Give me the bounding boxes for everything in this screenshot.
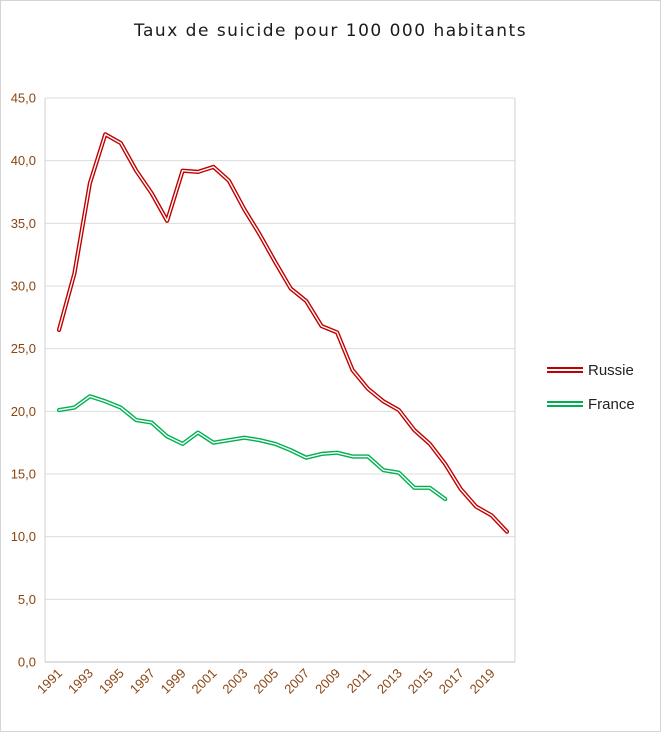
x-tick-label: 2007	[281, 666, 312, 697]
gridlines	[45, 97, 515, 663]
legend-item-france: France	[547, 387, 635, 421]
x-tick-label: 2017	[436, 666, 467, 697]
y-tick-label: 15,0	[11, 467, 36, 482]
y-tick-label: 45,0	[11, 91, 36, 106]
y-tick-label: 35,0	[11, 216, 36, 231]
y-tick-label: 40,0	[11, 153, 36, 168]
y-tick-label: 10,0	[11, 529, 36, 544]
legend-item-russie: Russie	[547, 353, 635, 387]
y-tick-label: 30,0	[11, 279, 36, 294]
x-tick-label: 1991	[34, 666, 65, 697]
series-line-inner-france	[58, 395, 446, 500]
y-tick-label: 5,0	[18, 592, 36, 607]
x-tick-label: 2011	[344, 666, 374, 696]
x-tick-label: 2015	[405, 666, 436, 697]
y-axis-ticks: 0,0 5,0 10,0 15,0 20,0 25,0 30,0 35,0 40,0 45,0	[11, 91, 36, 670]
legend-label-russie: Russie	[588, 361, 634, 379]
y-tick-label: 25,0	[11, 341, 36, 356]
x-tick-label: 1993	[65, 666, 96, 697]
x-tick-label: 1995	[96, 666, 127, 697]
series-layer	[56, 132, 510, 534]
series-line-inner-russie	[58, 133, 508, 533]
x-tick-label: 1997	[127, 666, 158, 697]
axes	[44, 98, 516, 663]
x-tick-label: 2019	[467, 666, 498, 697]
y-tick-label: 0,0	[18, 655, 36, 670]
y-tick-label: 20,0	[11, 404, 36, 419]
legend-label-france: France	[588, 395, 635, 413]
legend: Russie France	[547, 353, 635, 421]
x-tick-label: 2005	[250, 666, 281, 697]
series-line-russie	[56, 132, 510, 534]
legend-swatch-france	[547, 401, 583, 407]
x-tick-label: 2013	[374, 666, 405, 697]
x-tick-label: 2001	[189, 666, 220, 697]
x-tick-label: 1999	[158, 666, 189, 697]
chart-title: Taux de suicide pour 100 000 habitants	[133, 21, 528, 41]
x-tick-label: 2003	[219, 666, 250, 697]
x-tick-label: 2009	[312, 666, 343, 697]
legend-swatch-russie	[547, 367, 583, 373]
x-axis-ticks: 1991 1993 1995 1997 1999 2001 2003 2005 2007 2009…	[34, 666, 498, 697]
